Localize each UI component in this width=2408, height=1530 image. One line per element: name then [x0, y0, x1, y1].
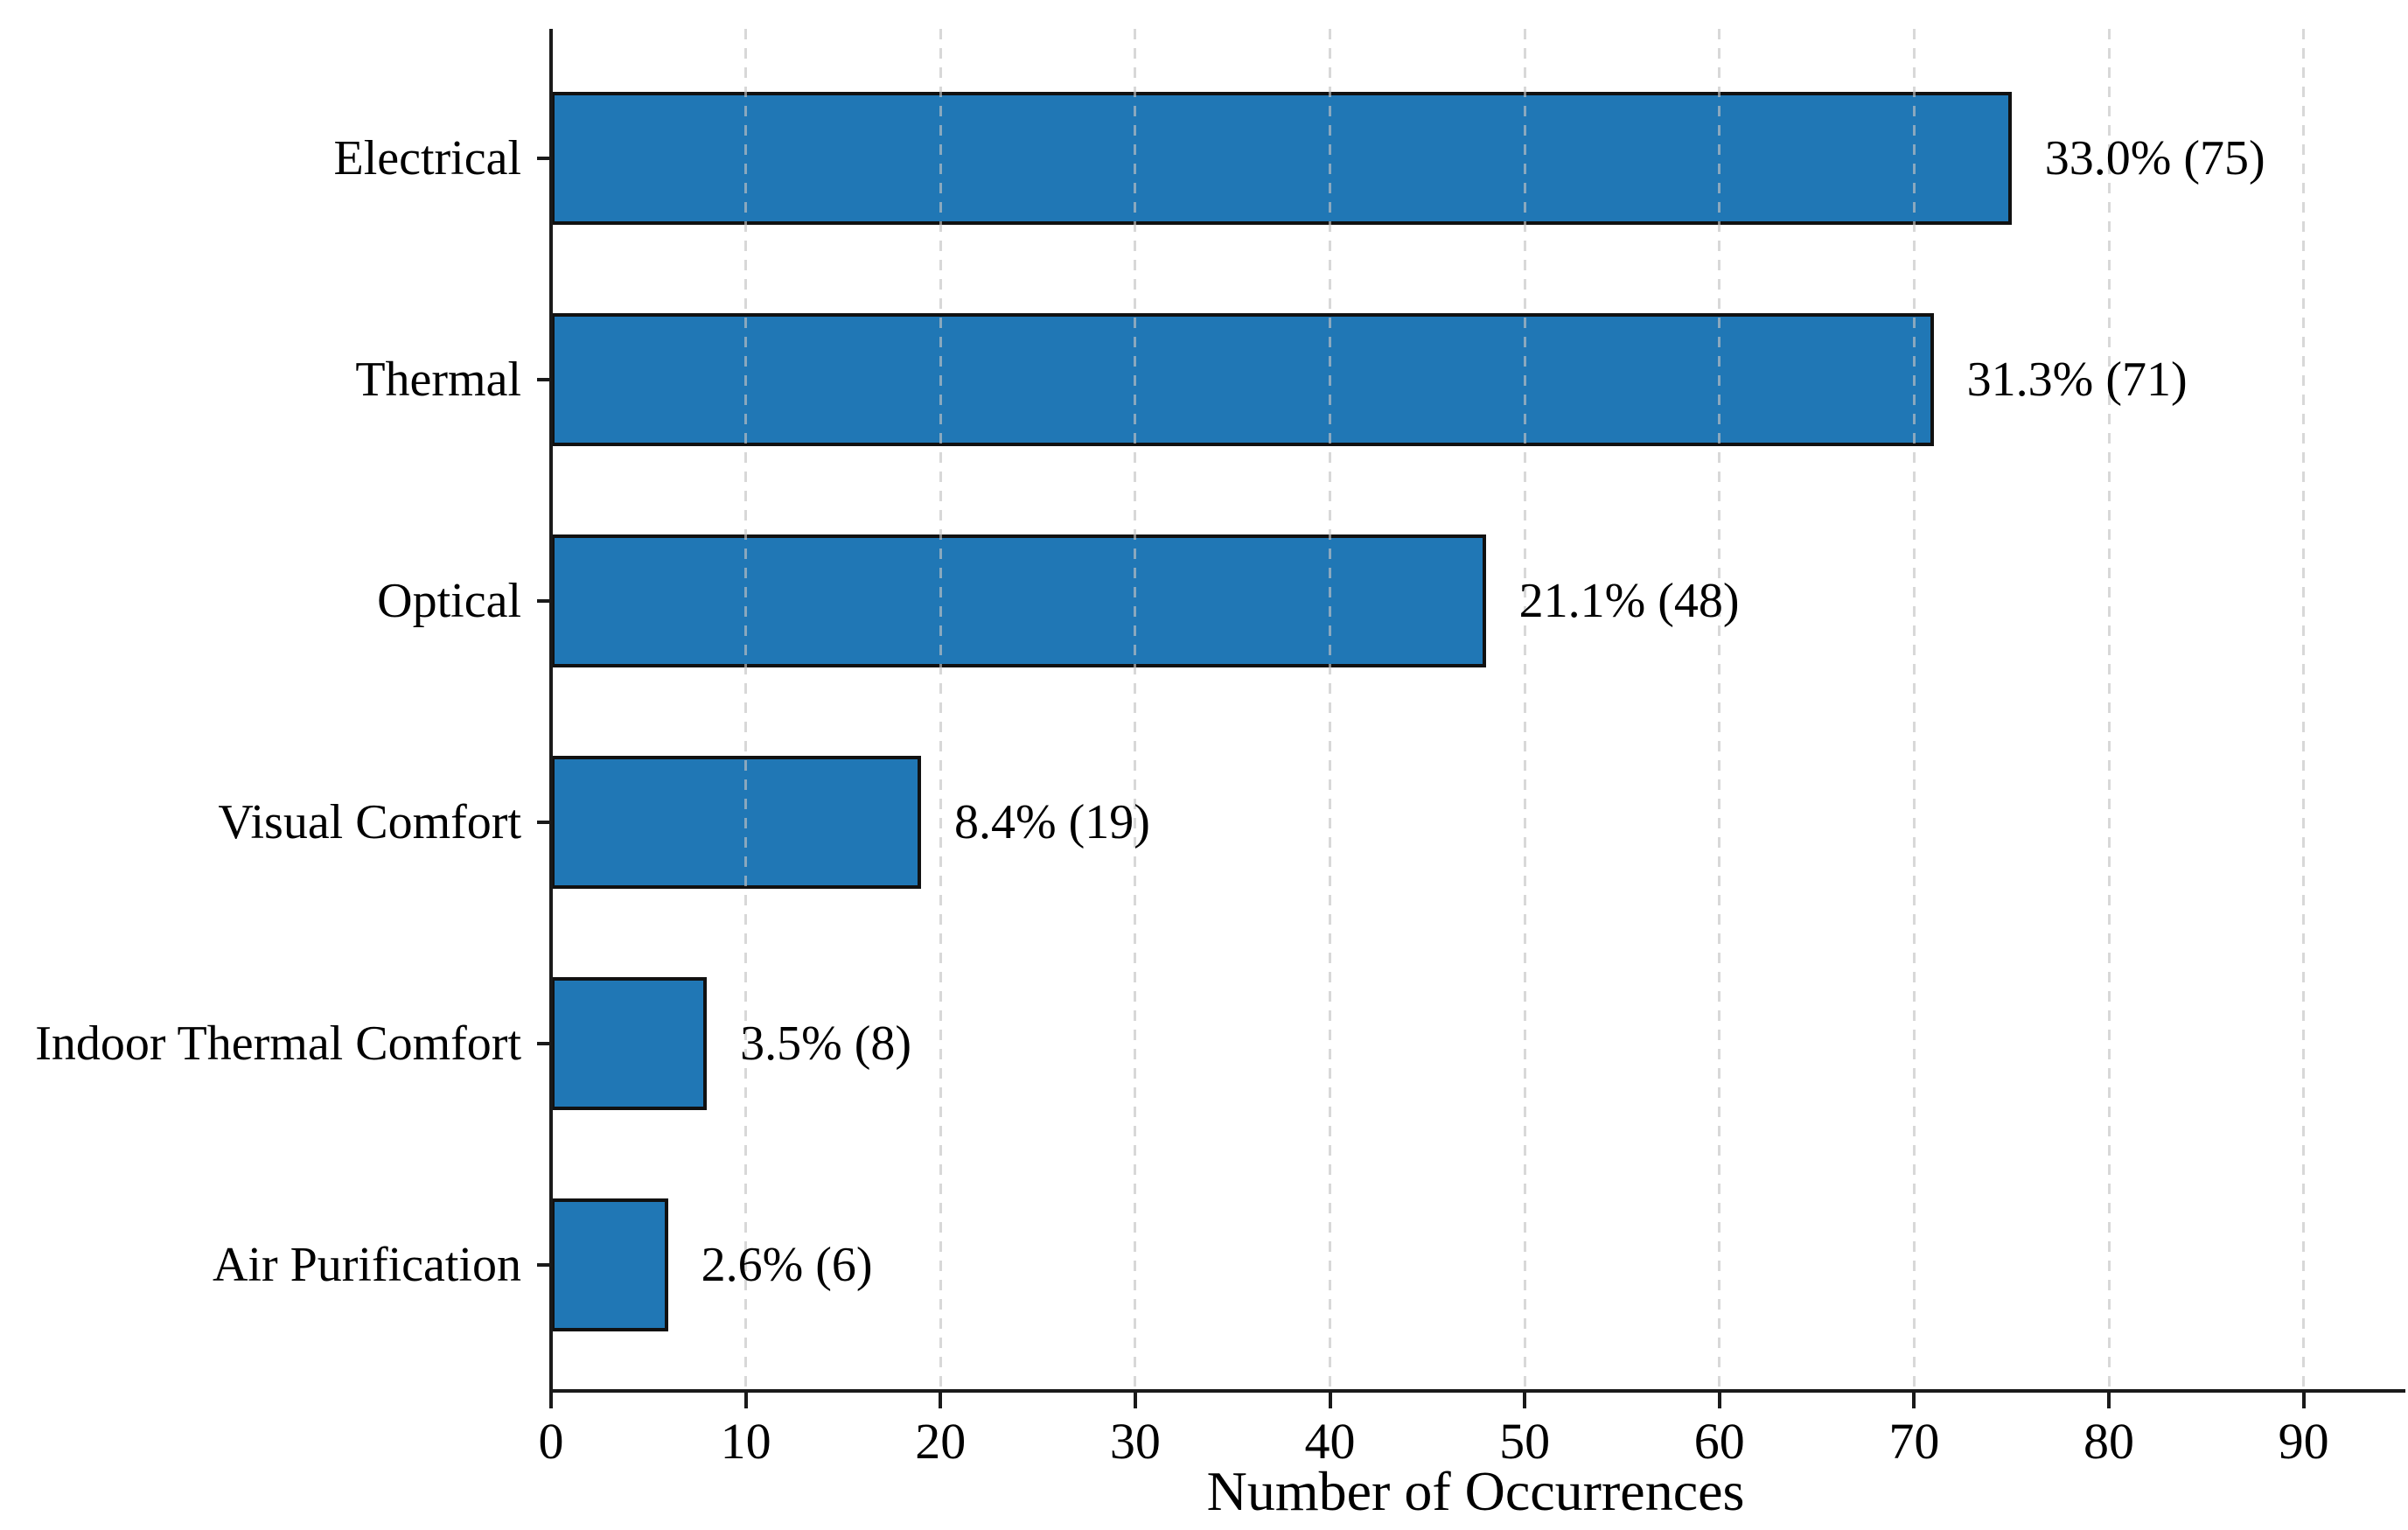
grid-line [1523, 29, 1526, 1389]
y-axis-tick [537, 821, 551, 824]
x-axis-tick-label: 20 [915, 1413, 967, 1470]
x-axis-tick [743, 1393, 748, 1408]
y-axis-tick [537, 157, 551, 160]
value-label: 2.6% (6) [701, 1238, 873, 1292]
bar-optical [551, 534, 1486, 667]
y-axis-tick [537, 1263, 551, 1267]
category-label: Air Purification [212, 1238, 521, 1292]
y-axis-tick [537, 1042, 551, 1045]
category-label: Visual Comfort [218, 795, 521, 849]
x-axis-tick [1717, 1393, 1721, 1408]
bar-air-purification [551, 1198, 668, 1331]
grid-line [1912, 29, 1916, 1389]
x-axis-tick-label: 50 [1499, 1413, 1551, 1470]
x-axis-tick [2301, 1393, 2306, 1408]
value-label: 31.3% (71) [1966, 353, 2188, 407]
value-label: 33.0% (75) [2044, 131, 2265, 185]
bar-electrical [551, 92, 2012, 225]
x-axis-tick-label: 70 [1888, 1413, 1940, 1470]
y-axis-tick [537, 599, 551, 603]
grid-line [1718, 29, 1721, 1389]
grid-line [1134, 29, 1137, 1389]
value-label: 21.1% (48) [1518, 574, 1740, 628]
x-axis-tick [1912, 1393, 1916, 1408]
x-axis-tick-label: 30 [1109, 1413, 1161, 1470]
bar-indoor-thermal-comfort [551, 977, 708, 1110]
y-axis-tick [537, 378, 551, 381]
x-axis-tick [549, 1393, 553, 1408]
y-axis-line [549, 29, 553, 1393]
value-label: 3.5% (8) [740, 1017, 912, 1071]
x-axis-tick [1328, 1393, 1332, 1408]
x-axis-line [549, 1389, 2405, 1393]
category-label: Optical [377, 574, 521, 628]
x-axis-tick [939, 1393, 943, 1408]
x-axis-tick-label: 0 [538, 1413, 564, 1470]
x-axis-tick-label: 40 [1304, 1413, 1356, 1470]
category-label: Electrical [333, 131, 521, 185]
grid-line [1329, 29, 1332, 1389]
category-label: Thermal [355, 353, 521, 407]
grid-line [744, 29, 748, 1389]
grid-line [2107, 29, 2111, 1389]
bar-thermal [551, 313, 1934, 446]
grid-line [2302, 29, 2306, 1389]
bar-visual-comfort [551, 756, 921, 889]
value-label: 8.4% (19) [954, 795, 1150, 849]
grid-line [939, 29, 942, 1389]
x-axis-tick [1133, 1393, 1137, 1408]
category-label: Indoor Thermal Comfort [35, 1017, 521, 1071]
x-axis-tick-label: 60 [1693, 1413, 1745, 1470]
x-axis-tick [1523, 1393, 1527, 1408]
x-axis-tick-label: 10 [720, 1413, 771, 1470]
x-axis-tick [2107, 1393, 2111, 1408]
x-axis-tick-label: 90 [2278, 1413, 2329, 1470]
x-axis-tick-label: 80 [2083, 1413, 2135, 1470]
x-axis-title: Number of Occurrences [1206, 1460, 1745, 1522]
